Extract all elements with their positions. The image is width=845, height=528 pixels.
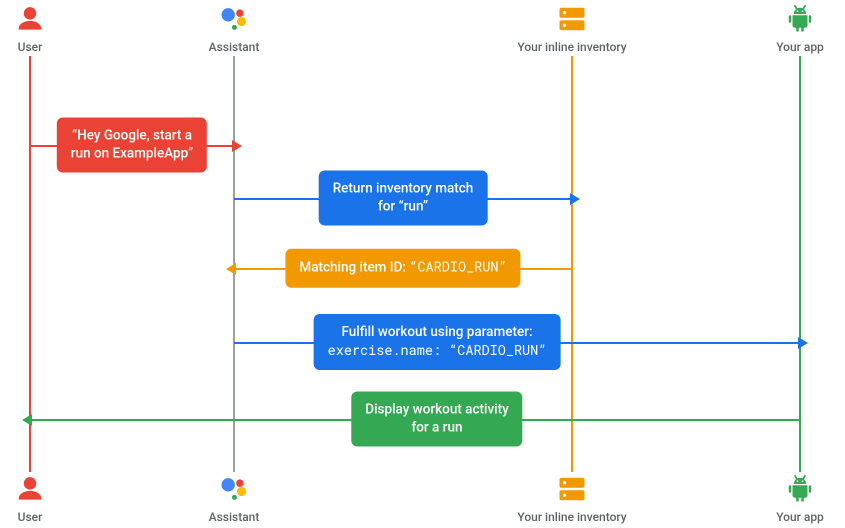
arrowhead-m3 — [226, 263, 236, 275]
actor-label: Your inline inventory — [517, 510, 626, 524]
assistant-icon — [219, 4, 249, 34]
message-text-mono: “CARDIO_RUN” — [409, 258, 506, 276]
actor-app-top: Your app — [740, 4, 845, 54]
lifeline-app — [799, 56, 801, 472]
arrowhead-m4 — [798, 337, 808, 349]
actor-label: Assistant — [209, 40, 260, 54]
actor-label: User — [18, 510, 43, 524]
server-icon — [557, 4, 587, 34]
assistant-icon — [219, 474, 249, 504]
message-m2: Return inventory match for “run” — [319, 170, 488, 225]
message-text: “Hey Google, start a — [72, 127, 192, 143]
sequence-diagram: User Assistant Your inline inventory You… — [0, 0, 845, 528]
message-text: Matching item ID: — [299, 260, 409, 276]
arrowhead-m5 — [22, 414, 32, 426]
android-icon — [785, 474, 815, 504]
user-icon — [15, 474, 45, 504]
actor-label: Your app — [776, 40, 824, 54]
actor-assistant-top: Assistant — [174, 4, 294, 54]
lifeline-inventory — [571, 56, 573, 472]
lifeline-user — [29, 56, 31, 472]
arrowhead-m2 — [570, 193, 580, 205]
actor-user-top: User — [0, 4, 90, 54]
message-m3: Matching item ID: “CARDIO_RUN” — [285, 249, 520, 288]
message-text: Fulfill workout using parameter: — [341, 324, 532, 340]
user-icon — [15, 4, 45, 34]
message-text: for a run — [412, 419, 463, 435]
message-m1: “Hey Google, start a run on ExampleApp” — [57, 117, 207, 172]
arrowhead-m1 — [232, 140, 242, 152]
actor-label: User — [18, 40, 43, 54]
actor-label: Your inline inventory — [517, 40, 626, 54]
message-m5: Display workout activity for a run — [351, 391, 522, 446]
message-text: run on ExampleApp” — [71, 145, 193, 161]
message-text: Return inventory match — [333, 180, 474, 196]
message-m4: Fulfill workout using parameter:exercise… — [314, 314, 561, 370]
server-icon — [557, 474, 587, 504]
actor-label: Assistant — [209, 510, 260, 524]
actor-user-bottom: User — [0, 474, 90, 524]
actor-inventory-bottom: Your inline inventory — [512, 474, 632, 524]
actor-app-bottom: Your app — [740, 474, 845, 524]
android-icon — [785, 4, 815, 34]
message-text: for “run” — [378, 198, 428, 214]
message-text-mono: exercise.name: “CARDIO_RUN” — [328, 341, 547, 359]
actor-inventory-top: Your inline inventory — [512, 4, 632, 54]
message-text: Display workout activity — [365, 401, 508, 417]
actor-assistant-bottom: Assistant — [174, 474, 294, 524]
actor-label: Your app — [776, 510, 824, 524]
